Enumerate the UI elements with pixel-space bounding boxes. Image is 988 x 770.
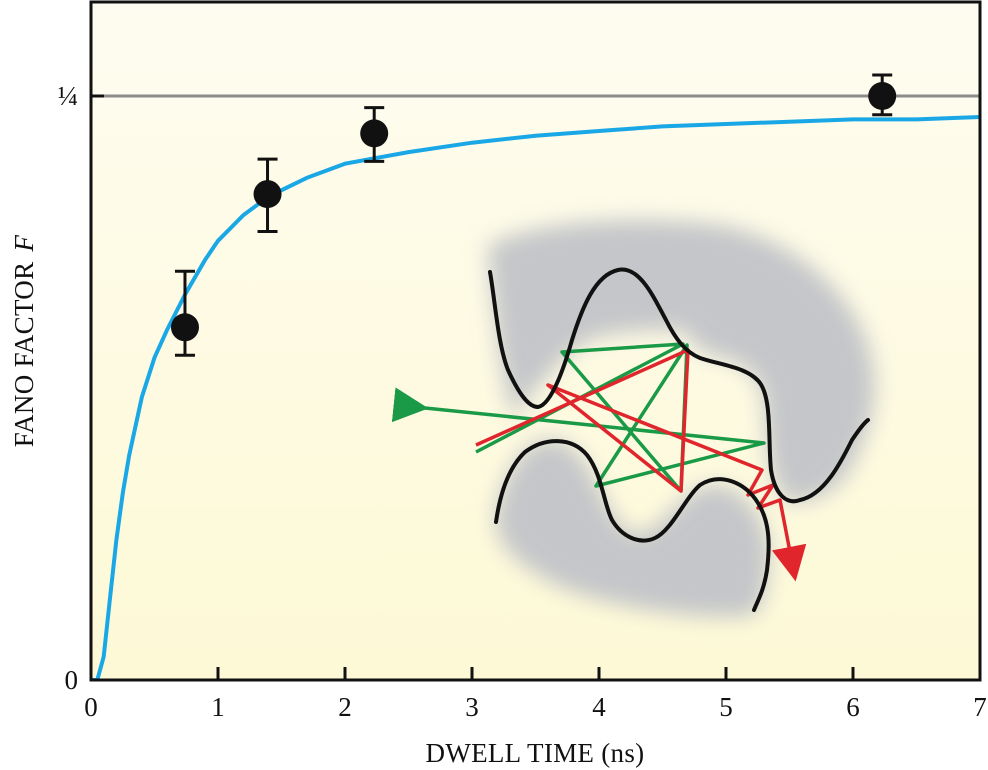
y-axis-title-text: FANO FACTOR: [9, 262, 39, 448]
data-point-marker: [253, 180, 282, 209]
lower-wall-shading: [495, 439, 770, 617]
x-tick-label: 3: [465, 692, 479, 722]
x-tick-label: 6: [846, 692, 860, 722]
data-point-4: [868, 73, 897, 117]
cavity-outline: [488, 267, 870, 612]
data-point-3: [360, 106, 389, 163]
x-tick-label: 4: [592, 692, 606, 722]
x-tick-label: 1: [211, 692, 225, 722]
x-axis: 0 1 2 3 4 5 6 7: [84, 667, 987, 722]
x-axis-title: DWELL TIME (ns): [426, 738, 645, 768]
x-tick-label: 0: [84, 692, 98, 722]
data-points: [170, 73, 897, 357]
cavity-inset: [391, 220, 875, 617]
trajectory-rays: [391, 342, 807, 582]
y-tick-label: ¼: [58, 81, 78, 111]
data-point-marker: [170, 313, 199, 342]
y-tick-label: 0: [65, 665, 79, 695]
data-point-marker: [868, 82, 897, 110]
y-axis-title-symbol: F: [9, 235, 39, 253]
y-axis-title: FANO FACTOR F: [9, 235, 39, 448]
upper-wall-shading: [488, 220, 875, 502]
data-point-2: [253, 157, 282, 233]
quantum-ray-trajectory: [475, 348, 807, 582]
lower-wall-outline: [494, 439, 771, 612]
cavity-wall-shading: [488, 220, 875, 617]
data-point-1: [170, 269, 199, 357]
x-tick-label: 2: [338, 692, 352, 722]
theory-curve: [91, 115, 980, 680]
data-point-marker: [360, 119, 389, 148]
x-tick-label: 5: [719, 692, 733, 722]
y-axis: 0¼: [58, 81, 104, 695]
plot-frame: [89, 0, 982, 682]
x-tick-label: 7: [973, 692, 987, 722]
upper-wall-outline: [488, 267, 870, 504]
